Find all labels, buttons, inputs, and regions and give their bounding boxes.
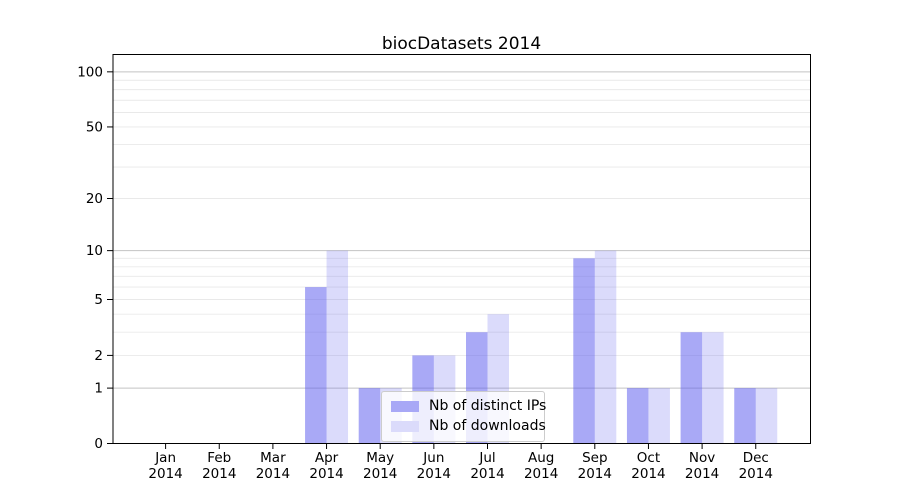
y-tick-label: 20 [86, 191, 103, 207]
x-tick-label: Mar 2014 [256, 450, 290, 482]
bar-downloads-apr-2014 [326, 250, 349, 444]
plot-frame [112, 54, 811, 444]
legend-swatch-downloads [391, 421, 419, 432]
x-tick-label: Jun 2014 [417, 450, 451, 482]
y-tick-label: 50 [86, 119, 103, 135]
bar-downloads-nov-2014 [702, 332, 724, 444]
bar-downloads-sep-2014 [594, 250, 617, 444]
bar-distinct-ips-nov-2014 [680, 332, 703, 444]
bar-downloads-dec-2014 [755, 388, 778, 444]
bar-downloads-oct-2014 [648, 388, 670, 444]
x-tick-label: Nov 2014 [685, 450, 719, 482]
x-tick-label: May 2014 [363, 450, 397, 482]
legend: Nb of distinct IPs Nb of downloads [381, 391, 546, 442]
x-tick-label: Jul 2014 [470, 450, 504, 482]
legend-swatch-distinct-ips [391, 401, 419, 412]
bar-distinct-ips-dec-2014 [734, 388, 756, 444]
bar-distinct-ips-apr-2014 [305, 287, 327, 444]
legend-item-distinct-ips: Nb of distinct IPs [391, 398, 546, 415]
x-tick-label: Dec 2014 [739, 450, 773, 482]
y-tick-label: 1 [94, 381, 103, 397]
x-tick-label: Sep 2014 [578, 450, 612, 482]
x-tick-label: Apr 2014 [309, 450, 343, 482]
bar-distinct-ips-sep-2014 [573, 258, 595, 444]
x-tick-label: Oct 2014 [631, 450, 665, 482]
legend-item-downloads: Nb of downloads [391, 418, 546, 435]
x-tick-label: Aug 2014 [524, 450, 558, 482]
bar-distinct-ips-oct-2014 [626, 388, 649, 444]
legend-label-downloads: Nb of downloads [429, 418, 546, 434]
legend-label-distinct-ips: Nb of distinct IPs [429, 398, 547, 414]
x-tick-label: Feb 2014 [202, 450, 236, 482]
y-tick-label: 2 [94, 348, 103, 364]
y-tick-label: 5 [94, 292, 103, 308]
bar-distinct-ips-may-2014 [358, 388, 381, 444]
x-tick-label: Jan 2014 [148, 450, 182, 482]
y-tick-label: 100 [77, 64, 103, 80]
y-tick-label: 10 [86, 243, 103, 259]
chart-title: biocDatasets 2014 [381, 34, 542, 54]
y-tick-label: 0 [94, 436, 103, 452]
